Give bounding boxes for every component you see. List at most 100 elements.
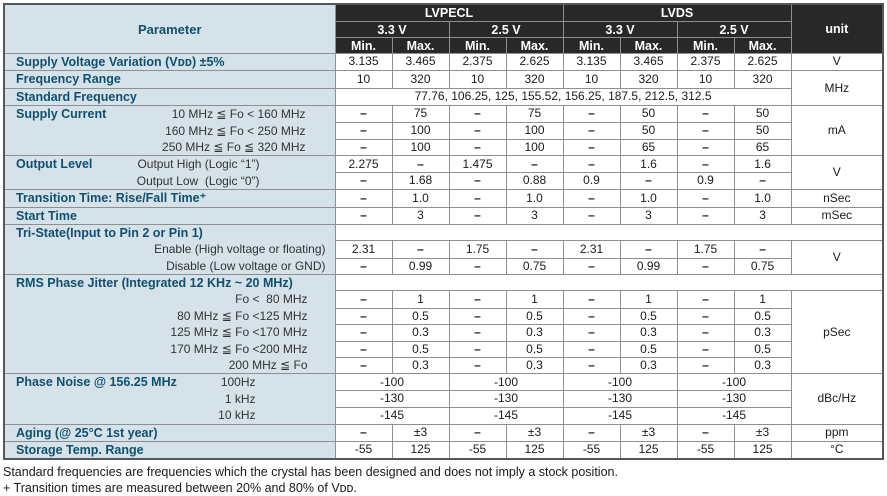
value-cell: 1 — [505, 290, 564, 309]
value-cell: 1.68 — [391, 172, 450, 191]
value-cell: – — [334, 189, 393, 208]
param-supply-voltage-variation: Supply Voltage Variation (Vᴅᴅ) ±5% — [3, 52, 336, 72]
value-cell: 2.31 — [334, 240, 393, 259]
value-cell: – — [676, 206, 735, 225]
value-cell: 0.5 — [733, 307, 792, 326]
value-cell: – — [676, 189, 735, 208]
table-row: –0.5–0.5–0.5–0.5 — [4, 340, 883, 359]
value-cell: 0.3 — [391, 357, 450, 375]
value-cell: – — [562, 121, 621, 140]
param-tri-state: Tri-State(Input to Pin 2 or Pin 1) Enable… — [3, 223, 336, 276]
param-label: Tri-State(Input to Pin 2 or Pin 1) — [16, 225, 203, 240]
value-cell: 0.75 — [505, 257, 564, 276]
unit-cell: V — [790, 52, 884, 72]
param-sublabel: Enable (High voltage or floating) — [154, 242, 326, 257]
table-row: –0.5–0.5–0.5–0.5 — [4, 307, 883, 326]
value-cell: -145 — [334, 406, 450, 425]
value-cell: -130 — [562, 390, 678, 408]
value-cell: – — [676, 324, 735, 342]
value-cell: – — [733, 172, 792, 191]
value-cell: ±3 — [619, 423, 678, 442]
unit-cell: ppm — [790, 423, 884, 442]
value-cell: 1 — [391, 290, 450, 309]
min-header: Min. — [448, 37, 507, 54]
value-cell: – — [562, 307, 621, 326]
table-header: Parameter LVPECL LVDS unit 3.3 V 2.5 V 3… — [3, 3, 884, 54]
value-cell: – — [334, 105, 393, 123]
value-cell: -55 — [676, 440, 735, 460]
value-cell: -145 — [562, 406, 678, 425]
voltage-header: 3.3 V — [334, 21, 450, 38]
value-cell: – — [448, 121, 507, 140]
value-cell: -145 — [676, 406, 792, 425]
value-cell: – — [562, 138, 621, 157]
lvds-group-header: LVDS — [562, 3, 792, 22]
value-cell: 10 — [562, 70, 621, 89]
max-header: Max. — [619, 37, 678, 54]
value-cell: 1.6 — [733, 155, 792, 174]
value-cell: 50 — [733, 121, 792, 140]
value-cell: ±3 — [505, 423, 564, 442]
value-cell: 3.465 — [619, 52, 678, 72]
value-cell: – — [619, 172, 678, 191]
table-row: Frequency Range 10 320 10 320 10 320 10 320 MHz — [3, 70, 884, 107]
value-cell: 1.75 — [448, 240, 507, 259]
value-cell: – — [448, 290, 507, 309]
param-start-time: Start Time — [3, 206, 336, 225]
value-cell: 0.5 — [619, 340, 678, 359]
value-cell: 2.375 — [676, 52, 735, 72]
value-cell: 2.375 — [448, 52, 507, 72]
value-cell: – — [334, 138, 393, 157]
unit-cell: °C — [790, 440, 884, 460]
value-cell: -130 — [448, 390, 564, 408]
unit-cell: mA — [790, 105, 884, 157]
value-cell: 100 — [505, 138, 564, 157]
value-cell: -145 — [448, 406, 564, 425]
table-row: Storage Temp. Range -55 125 -55 125 -55 125 -55… — [3, 440, 884, 460]
value-cell: – — [334, 290, 393, 309]
value-cell: – — [334, 307, 393, 326]
param-label: Transition Time: Rise/Fall Time⁺ — [16, 191, 207, 206]
table-row: –1–1–1–1 pSec — [4, 290, 884, 375]
value-cell: – — [676, 423, 735, 442]
value-cell: – — [562, 189, 621, 208]
value-cell: – — [562, 206, 621, 225]
value-cell: 50 — [733, 105, 792, 123]
value-cell: – — [391, 155, 450, 174]
param-label: Output Level — [16, 157, 93, 172]
value-cell: -100 — [562, 373, 678, 392]
value-cell: 0.5 — [505, 340, 564, 359]
value-cell: 3.135 — [334, 52, 393, 72]
param-label: Frequency Range — [16, 72, 121, 87]
value-cell: – — [448, 257, 507, 276]
param-sublabel: Fo < 80 MHz — [235, 292, 308, 307]
value-cell: 0.9 — [676, 172, 735, 191]
table-row: –100–100–50–50 — [4, 121, 883, 140]
unit-cell: nSec — [790, 189, 884, 208]
value-cell: – — [562, 357, 621, 375]
param-sublabel: Output High (Logic “1”) — [137, 157, 260, 172]
table-row: Supply Voltage Variation (Vᴅᴅ) ±5% 3.135 3… — [3, 52, 884, 72]
param-sublabel: 10 MHz ≦ Fo < 160 MHz — [171, 107, 306, 122]
param-sublabel: 10 kHz — [218, 408, 256, 423]
value-cell: 125 — [619, 440, 678, 460]
unit-header: unit — [790, 3, 884, 54]
param-sublabel: 1 kHz — [224, 391, 256, 406]
value-cell: 100 — [391, 121, 450, 140]
param-label: Storage Temp. Range — [16, 442, 144, 457]
value-cell: – — [676, 121, 735, 140]
value-cell: 0.5 — [391, 307, 450, 326]
value-cell: – — [562, 290, 621, 309]
param-label: Start Time — [16, 208, 77, 223]
value-cell: 0.3 — [619, 324, 678, 342]
value-cell: 1 — [619, 290, 678, 309]
param-label: Standard Frequency — [16, 89, 137, 104]
value-cell: -130 — [676, 390, 792, 408]
value-cell: 1.6 — [619, 155, 678, 174]
param-sublabel: 250 MHz ≦ Fo ≦ 320 MHz — [162, 139, 306, 154]
value-cell: – — [334, 206, 393, 225]
value-cell: 0.3 — [733, 357, 792, 375]
param-frequency-range: Frequency Range — [3, 70, 336, 89]
value-cell: 1.0 — [619, 189, 678, 208]
value-cell: 50 — [619, 121, 678, 140]
